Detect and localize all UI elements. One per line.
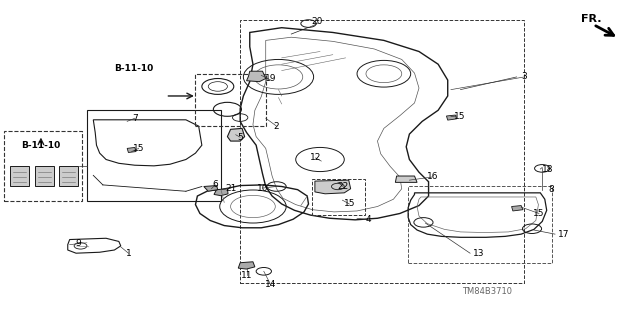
Text: B-11-10: B-11-10 <box>114 64 153 73</box>
Polygon shape <box>447 115 457 120</box>
Text: 13: 13 <box>472 249 484 258</box>
Bar <box>195 74 266 126</box>
Text: 8: 8 <box>548 185 554 194</box>
Text: 1: 1 <box>125 249 131 258</box>
Text: 18: 18 <box>542 165 554 174</box>
Polygon shape <box>238 262 255 269</box>
Text: 5: 5 <box>237 133 243 142</box>
Text: 4: 4 <box>365 215 371 224</box>
Text: 15: 15 <box>133 144 145 153</box>
Text: 2: 2 <box>274 122 280 131</box>
Polygon shape <box>204 186 218 191</box>
Text: 19: 19 <box>265 74 276 83</box>
Text: 21: 21 <box>225 184 236 193</box>
Bar <box>408 187 552 263</box>
Text: 3: 3 <box>522 72 527 81</box>
Polygon shape <box>127 147 136 152</box>
Text: TM84B3710: TM84B3710 <box>462 287 512 296</box>
Bar <box>35 166 54 187</box>
Text: 14: 14 <box>265 280 276 289</box>
Text: FR.: FR. <box>580 14 601 24</box>
Text: 17: 17 <box>558 230 570 239</box>
Bar <box>312 179 365 215</box>
Bar <box>4 131 82 201</box>
Polygon shape <box>511 205 523 211</box>
Text: B-11-10: B-11-10 <box>21 141 61 150</box>
Text: 9: 9 <box>76 239 81 248</box>
Text: 6: 6 <box>212 181 218 189</box>
Polygon shape <box>246 71 266 82</box>
Text: 16: 16 <box>427 173 438 182</box>
Bar <box>10 166 29 187</box>
Text: 22: 22 <box>337 182 349 191</box>
Polygon shape <box>315 180 351 194</box>
Bar <box>240 20 524 283</box>
Polygon shape <box>214 189 228 196</box>
Polygon shape <box>396 176 417 182</box>
Text: 20: 20 <box>312 17 323 26</box>
Text: 10: 10 <box>257 184 268 193</box>
Text: 15: 15 <box>344 199 355 208</box>
Text: 11: 11 <box>241 271 252 280</box>
Text: 7: 7 <box>132 114 138 123</box>
Text: 15: 15 <box>454 112 465 121</box>
Text: 12: 12 <box>310 153 321 162</box>
Bar <box>87 110 221 201</box>
Text: 15: 15 <box>533 209 545 218</box>
Polygon shape <box>227 128 244 141</box>
Bar <box>59 166 78 187</box>
